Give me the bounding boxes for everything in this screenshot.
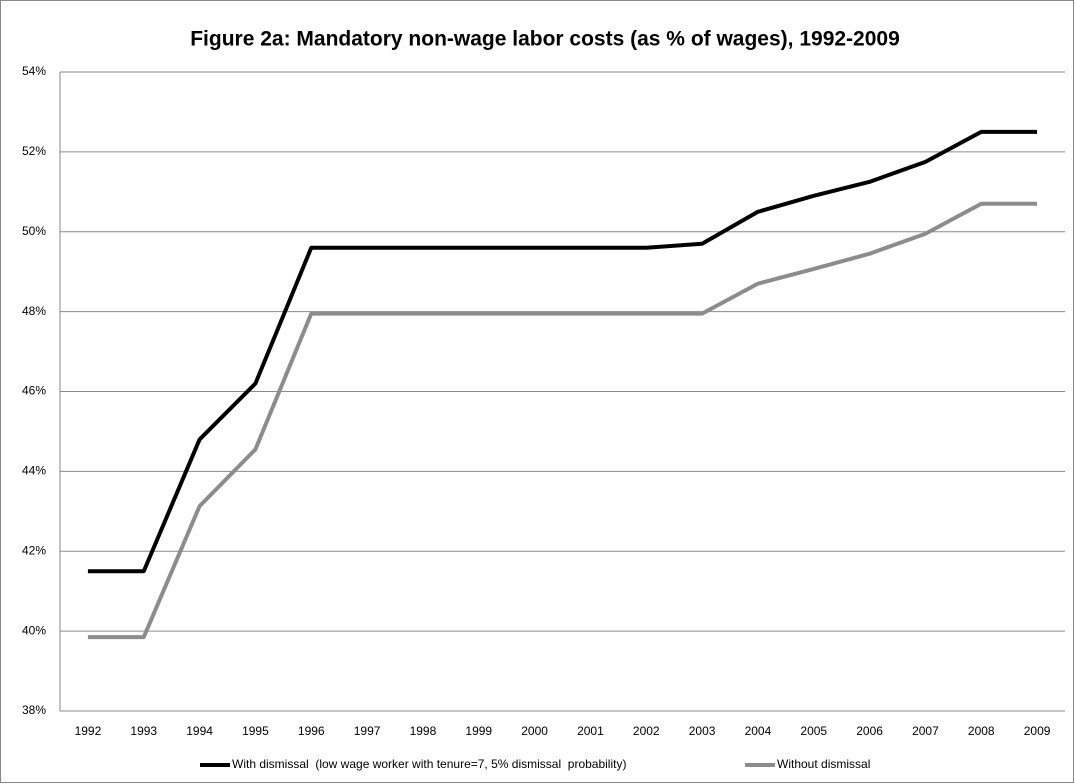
- series-line: [87, 129, 1038, 574]
- x-tick-label: 1993: [130, 724, 157, 738]
- x-tick-label: 1995: [242, 724, 269, 738]
- series-line: [87, 201, 1038, 640]
- y-tick-label: 46%: [22, 384, 46, 398]
- x-tick-label: 1994: [186, 724, 213, 738]
- x-tick-label: 2007: [912, 724, 939, 738]
- x-tick-label: 1992: [75, 724, 102, 738]
- x-tick-label: 2005: [800, 724, 827, 738]
- x-tick-label: 2008: [968, 724, 995, 738]
- x-tick-label: 1996: [298, 724, 325, 738]
- y-tick-label: 52%: [22, 144, 46, 158]
- x-tick-label: 2004: [745, 724, 772, 738]
- legend-label: Without dismissal: [777, 757, 870, 771]
- x-tick-label: 2003: [689, 724, 716, 738]
- y-tick-label: 42%: [22, 543, 46, 557]
- x-tick-label: 2009: [1024, 724, 1051, 738]
- y-tick-label: 44%: [22, 464, 46, 478]
- x-tick-label: 1997: [354, 724, 381, 738]
- x-tick-label: 1999: [465, 724, 492, 738]
- x-tick-label: 2001: [577, 724, 604, 738]
- x-tick-label: 2000: [521, 724, 548, 738]
- chart-title: Figure 2a: Mandatory non-wage labor cost…: [190, 28, 900, 51]
- y-tick-label: 48%: [22, 304, 46, 318]
- y-tick-label: 54%: [22, 64, 46, 78]
- y-tick-label: 40%: [22, 623, 46, 637]
- x-tick-label: 1998: [410, 724, 437, 738]
- y-tick-label: 38%: [22, 703, 46, 717]
- legend-label: With dismissal (low wage worker with ten…: [232, 757, 626, 771]
- x-tick-label: 2002: [633, 724, 660, 738]
- x-tick-label: 2006: [856, 724, 883, 738]
- y-tick-label: 50%: [22, 224, 46, 238]
